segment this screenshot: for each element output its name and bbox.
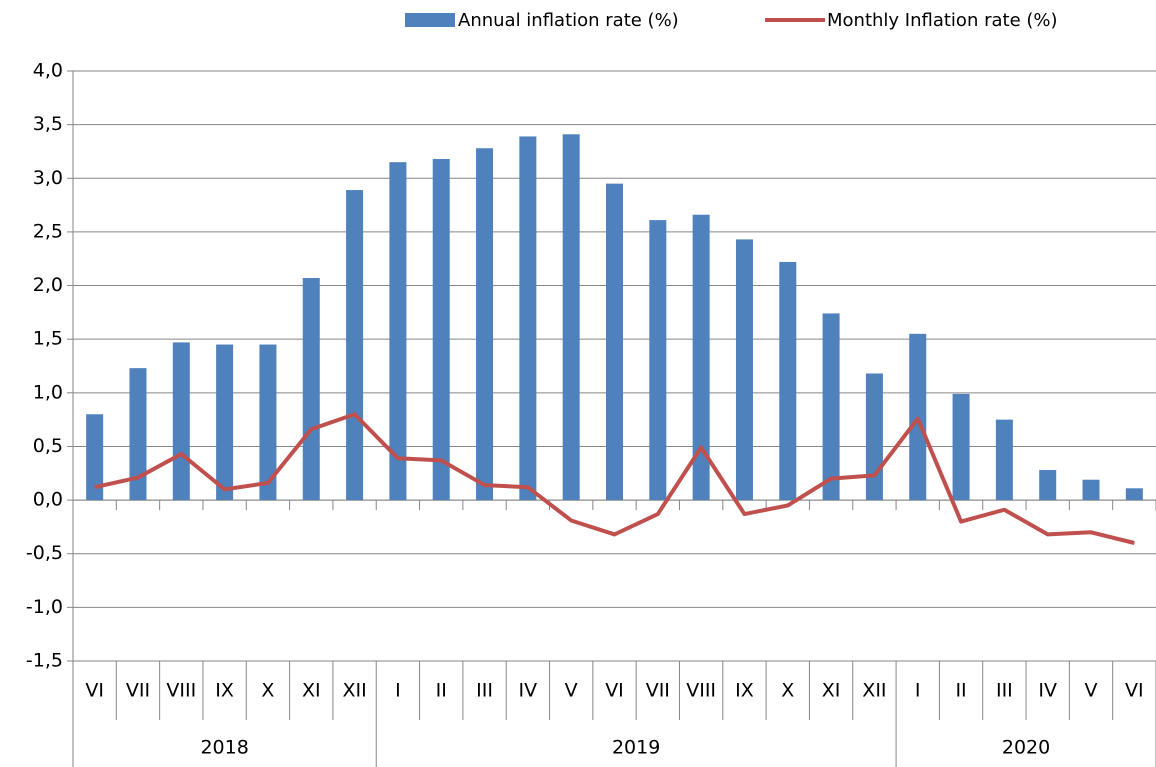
y-tick-label: 0,5 — [33, 435, 63, 457]
bar — [649, 220, 667, 501]
x-tick-label: VIII — [686, 680, 716, 702]
bar — [1082, 479, 1100, 501]
bar — [952, 393, 970, 501]
legend-label: Annual inflation rate (%) — [458, 10, 679, 31]
y-tick-label: 2,5 — [33, 220, 63, 242]
bar — [865, 373, 883, 501]
x-tick-label: VI — [85, 680, 104, 702]
bar — [172, 342, 190, 501]
y-tick-label: -1,0 — [26, 596, 63, 618]
group-label: 2020 — [1002, 737, 1050, 759]
bar — [519, 136, 537, 501]
x-tick-label: VII — [126, 680, 150, 702]
bar — [216, 344, 234, 501]
x-tick-label: III — [476, 680, 493, 702]
x-tick-label: IV — [1038, 680, 1057, 702]
bar — [302, 278, 320, 501]
bar — [346, 190, 364, 501]
y-tick-label: 3,5 — [33, 113, 63, 135]
bar — [86, 414, 104, 501]
line — [94, 412, 1135, 545]
x-tick-label: III — [996, 680, 1013, 702]
x-tick-label: VIII — [166, 680, 196, 702]
y-tick-label: 3,0 — [33, 167, 63, 189]
bar — [432, 158, 450, 501]
x-tick-label: II — [436, 680, 447, 702]
y-tick-label: 1,5 — [33, 328, 63, 350]
x-tick-label: XII — [862, 680, 886, 702]
bar — [476, 148, 494, 501]
bar — [1039, 470, 1057, 501]
bar — [735, 239, 753, 501]
x-tick-label: XI — [822, 680, 841, 702]
bar — [995, 419, 1013, 501]
x-tick-label: VII — [646, 680, 670, 702]
x-tick-label: X — [261, 680, 274, 702]
bar — [606, 183, 623, 501]
x-tick-label: XII — [342, 680, 366, 702]
legend: Annual inflation rate (%) Monthly Inflati… — [405, 10, 1058, 31]
y-tick-label: -0,5 — [26, 542, 63, 564]
x-tick-label: V — [1085, 680, 1098, 702]
legend-label: Monthly Inflation rate (%) — [827, 10, 1058, 31]
x-tick-label: X — [781, 680, 794, 702]
x-tick-label: IV — [519, 680, 538, 702]
bar — [692, 214, 710, 501]
x-tick-label: V — [565, 680, 578, 702]
x-tick-label: IX — [215, 680, 234, 702]
x-tick-label: XI — [302, 680, 321, 702]
bar — [259, 344, 277, 501]
bar — [822, 313, 840, 501]
legend-swatch — [405, 13, 455, 27]
y-tick-label: 4,0 — [33, 60, 63, 82]
y-tick-label: -1,5 — [26, 650, 63, 672]
bar — [129, 368, 147, 501]
x-tick-label: VI — [1125, 680, 1144, 702]
x-tick-label: VI — [605, 680, 624, 702]
bar — [779, 261, 797, 501]
x-tick-label: IX — [735, 680, 754, 702]
x-tick-label: I — [395, 680, 401, 702]
y-tick-label: 0,0 — [33, 489, 63, 511]
y-tick-label: 2,0 — [33, 274, 63, 296]
bar — [562, 134, 580, 501]
y-tick-label: 1,0 — [33, 381, 63, 403]
bar — [1125, 488, 1143, 501]
x-tick-label: I — [915, 680, 921, 702]
group-label: 2018 — [200, 737, 248, 759]
group-label: 2019 — [612, 737, 660, 759]
x-tick-label: II — [955, 680, 966, 702]
bar — [389, 162, 407, 501]
